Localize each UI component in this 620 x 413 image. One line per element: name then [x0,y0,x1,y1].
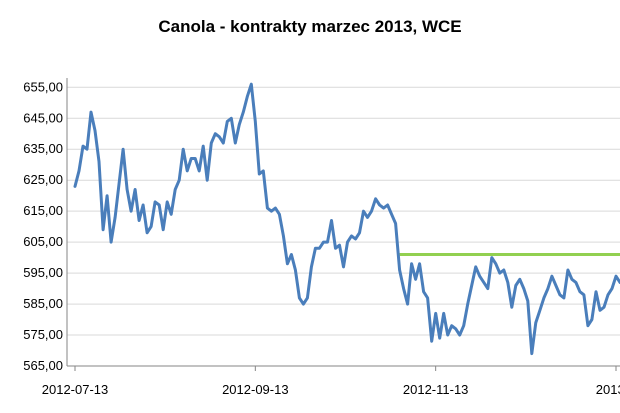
x-tick-label: 2013-0 [596,382,620,397]
y-tick-label: 605,00 [23,234,63,249]
y-tick-label: 655,00 [23,79,63,94]
y-tick-label: 595,00 [23,265,63,280]
chart-title: Canola - kontrakty marzec 2013, WCE [158,17,461,36]
y-tick-label: 565,00 [23,358,63,373]
x-axis-ticks: 2012-07-13 2012-09-13 2012-11-13 2013-0 [42,366,620,397]
y-tick-label: 575,00 [23,327,63,342]
y-axis-ticks: 565,00 575,00 585,00 595,00 605,00 615,00 625,… [23,79,63,373]
axes [66,78,620,367]
y-tick-label: 645,00 [23,110,63,125]
y-tick-label: 585,00 [23,296,63,311]
y-tick-label: 625,00 [23,172,63,187]
series-layer [73,82,620,356]
x-tick-label: 2012-09-13 [222,382,289,397]
y-tick-label: 615,00 [23,203,63,218]
y-tick-label: 635,00 [23,141,63,156]
x-tick-label: 2012-07-13 [42,382,109,397]
x-tick-label: 2012-11-13 [403,382,469,397]
series-line [73,82,620,356]
